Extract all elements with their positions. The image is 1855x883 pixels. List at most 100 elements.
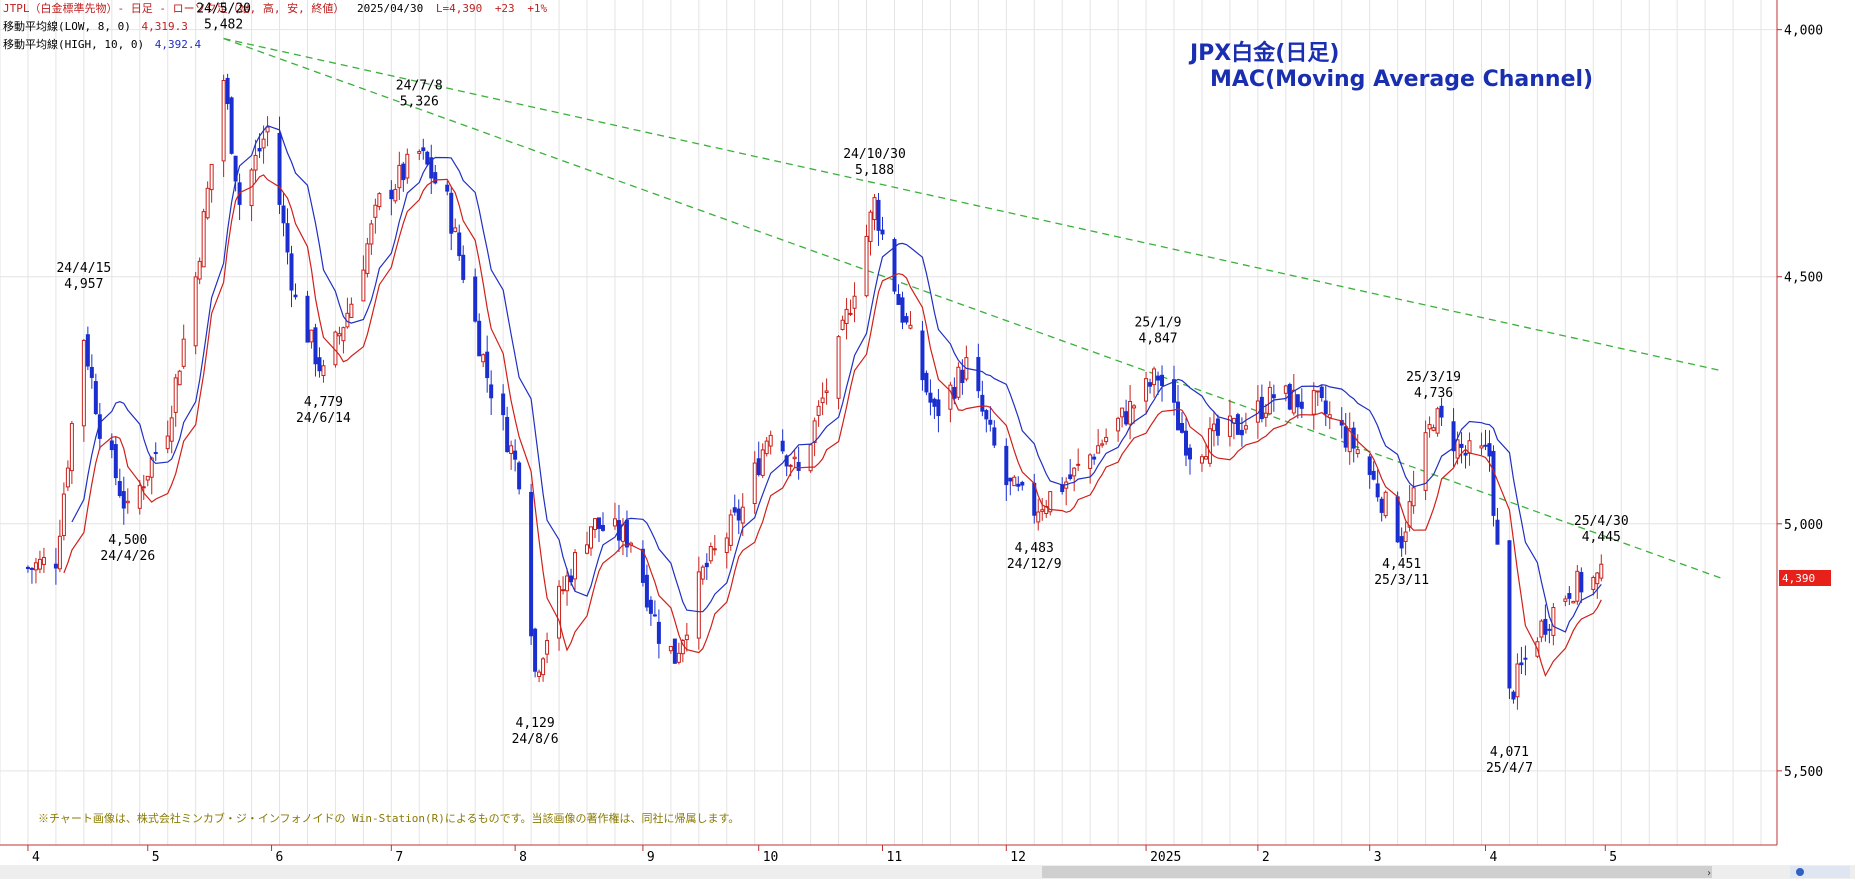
- candle-down: [1523, 657, 1528, 660]
- candle-up: [33, 562, 38, 571]
- candle-up: [181, 338, 186, 367]
- candle-up: [373, 204, 378, 218]
- candle-down: [1343, 426, 1348, 448]
- scrollbar-thumb[interactable]: [1042, 866, 1712, 878]
- candle-down: [1235, 414, 1240, 435]
- candle-up: [1100, 443, 1105, 446]
- candle-up: [41, 557, 46, 565]
- ma-low-label: 移動平均線(LOW, 8, 0): [3, 19, 131, 33]
- candle-up: [61, 493, 66, 537]
- candle-up: [1104, 436, 1109, 443]
- candle-down: [1567, 593, 1572, 599]
- candle-down: [461, 254, 466, 280]
- candle-down: [644, 574, 649, 608]
- candle-down: [1451, 421, 1456, 452]
- candle-down: [1351, 427, 1356, 449]
- candle-down: [892, 239, 897, 292]
- candle-down: [1459, 443, 1464, 448]
- candle-down: [924, 372, 929, 393]
- candle-down: [704, 562, 709, 568]
- trendline: [223, 37, 1722, 372]
- candle-up: [1267, 386, 1272, 415]
- candle-up: [253, 154, 258, 171]
- annotation-line-1: 24/4/15: [56, 261, 111, 276]
- candle-up: [1199, 456, 1204, 464]
- candle-up: [1515, 663, 1520, 698]
- candle-up: [1263, 412, 1268, 418]
- candle-up: [788, 464, 793, 467]
- candle-up: [417, 151, 422, 154]
- candle-down: [1519, 662, 1524, 666]
- candle-up: [1048, 491, 1053, 513]
- candle-down: [1295, 394, 1300, 408]
- candle-up: [125, 500, 130, 504]
- candle-down: [445, 184, 450, 192]
- candle-up: [69, 423, 74, 472]
- candle-down: [1507, 540, 1512, 689]
- candle-up: [684, 634, 689, 641]
- annotation-line-2: 5,482: [204, 18, 243, 33]
- candle-up: [349, 303, 354, 318]
- candle-down: [1547, 628, 1552, 631]
- candle-up: [676, 652, 681, 663]
- chart-title: JPX白金(日足): [1188, 40, 1339, 66]
- candle-down: [401, 163, 406, 181]
- candle-down: [153, 451, 158, 454]
- candle-down: [1323, 400, 1328, 415]
- candle-down: [1180, 423, 1185, 433]
- month-label: 11: [887, 850, 903, 865]
- month-label: 12: [1010, 850, 1026, 865]
- month-label: 2: [1262, 850, 1270, 865]
- candle-up: [1120, 407, 1125, 418]
- candle-down: [489, 384, 494, 399]
- candle-down: [457, 232, 462, 257]
- header-change: +23: [495, 2, 515, 15]
- candle-down: [1487, 443, 1492, 457]
- candle-down: [1124, 411, 1129, 425]
- candle-down: [477, 320, 482, 357]
- candle-down: [1068, 474, 1073, 480]
- candle-up: [361, 269, 366, 302]
- zoom-slider[interactable]: [1790, 866, 1850, 878]
- candle-up: [1152, 368, 1157, 386]
- candle-up: [481, 354, 486, 363]
- candle-up: [840, 319, 845, 330]
- ma-low-value: 4,319.3: [141, 20, 187, 33]
- candle-down: [1375, 483, 1380, 498]
- candle-down: [1187, 447, 1192, 460]
- candle-down: [93, 381, 98, 415]
- candle-down: [257, 148, 262, 152]
- candle-down: [121, 491, 126, 509]
- candle-up: [397, 164, 402, 189]
- candle-down: [25, 566, 30, 570]
- candle-down: [225, 77, 230, 105]
- candle-up: [852, 295, 857, 309]
- annotation-line-2: 24/8/6: [512, 732, 559, 747]
- candle-up: [393, 188, 398, 202]
- annotation-line-1: 24/7/8: [396, 79, 443, 94]
- candle-down: [277, 132, 282, 205]
- candle-down: [1287, 384, 1292, 410]
- zoom-slider-handle[interactable]: [1796, 868, 1804, 876]
- candle-down: [429, 157, 434, 179]
- candle-down: [732, 507, 737, 513]
- candle-down: [29, 567, 34, 570]
- candle-up: [537, 671, 542, 677]
- candle-down: [1060, 484, 1065, 493]
- candle-up: [844, 308, 849, 325]
- candle-down: [1439, 405, 1444, 418]
- candle-up: [612, 518, 617, 527]
- candle-up: [820, 397, 825, 404]
- scroll-right-arrow-icon[interactable]: ›: [1706, 868, 1712, 879]
- candle-down: [1239, 429, 1244, 436]
- candle-up: [864, 235, 869, 297]
- candle-down: [880, 229, 885, 235]
- candle-down: [1543, 618, 1548, 635]
- candle-up: [696, 571, 701, 639]
- candle-down: [600, 524, 605, 531]
- time-axis: 4 5 6 7 8 9 10 11 12 2025 2 3 4 5: [27, 845, 1617, 865]
- candle-down: [53, 563, 58, 569]
- candle-down: [1491, 450, 1496, 516]
- month-label: 3: [1374, 850, 1382, 865]
- candle-up: [341, 327, 346, 342]
